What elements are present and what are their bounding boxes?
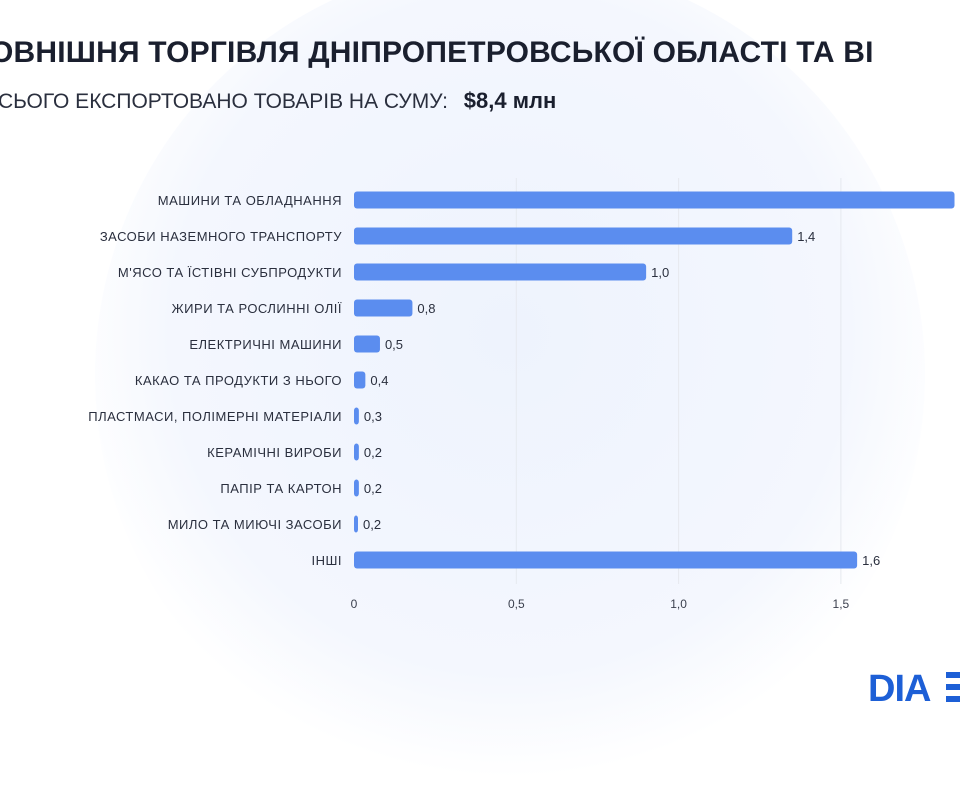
value-label: 1,0 [651,265,669,280]
x-tick-label: 0,5 [508,597,525,611]
value-label: 0,8 [417,301,435,316]
category-label: КЕРАМІЧНІ ВИРОБИ [207,445,342,460]
value-label: 0,2 [364,481,382,496]
category-label: ЗАСОБИ НАЗЕМНОГО ТРАНСПОРТУ [100,229,342,244]
bar [354,552,857,569]
bar [354,300,412,317]
category-label: ЖИРИ ТА РОСЛИННІ ОЛІЇ [172,301,342,316]
dia-logo: DIA [866,664,960,708]
bar [354,264,646,281]
value-label: 0,5 [385,337,403,352]
value-label: 1,6 [862,553,880,568]
bar [354,408,359,425]
category-label: КАКАО ТА ПРОДУКТИ З НЬОГО [135,373,342,388]
category-label: ІНШІ [311,553,342,568]
x-tick-label: 1,0 [670,597,687,611]
value-label: 0,4 [370,373,388,388]
value-label: 1,4 [797,229,815,244]
bar [354,336,380,353]
value-label: 0,3 [364,409,382,424]
bar [354,480,359,497]
x-tick-label: 1,5 [833,597,850,611]
bar [354,192,955,209]
bar [354,516,358,533]
value-label: 0,2 [364,445,382,460]
x-tick-label: 0 [351,597,358,611]
bar [354,372,365,389]
logo-text: DIA [868,668,931,708]
category-label: МИЛО ТА МИЮЧІ ЗАСОБИ [168,517,342,532]
category-label: МАШИНИ ТА ОБЛАДНАННЯ [158,193,342,208]
category-label: ПЛАСТМАСИ, ПОЛІМЕРНІ МАТЕРІАЛИ [88,409,342,424]
category-label: ПАПІР ТА КАРТОН [220,481,342,496]
bar [354,444,359,461]
category-label: ЕЛЕКТРИЧНІ МАШИНИ [189,337,342,352]
category-label: М'ЯСО ТА ЇСТІВНІ СУБПРОДУКТИ [118,265,342,280]
value-label: 0,2 [363,517,381,532]
bar [354,228,792,245]
